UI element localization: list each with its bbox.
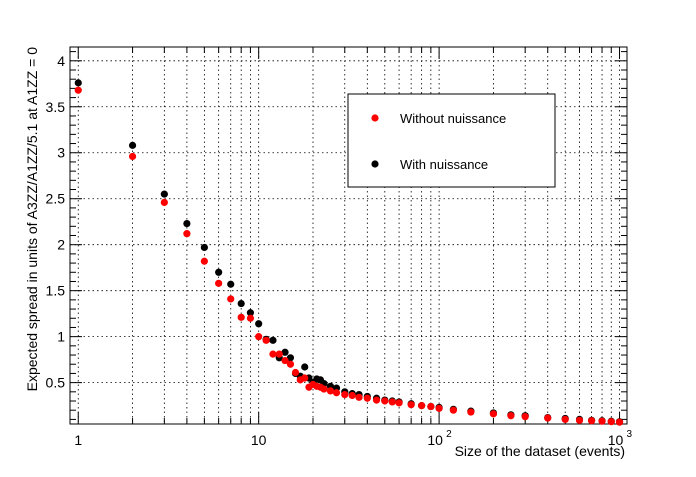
data-point-without-nuissance	[598, 417, 606, 425]
data-point-without-nuissance	[544, 414, 552, 422]
data-point-without-nuissance	[74, 86, 82, 94]
data-point-without-nuissance	[467, 408, 475, 416]
y-tick-label: 0.5	[46, 375, 66, 391]
x-tick-label: 10	[251, 432, 267, 448]
legend-box	[347, 93, 556, 188]
data-point-without-nuissance	[435, 404, 443, 412]
data-points	[74, 79, 624, 426]
data-point-without-nuissance	[489, 410, 498, 418]
x-tick-label: 10	[427, 432, 443, 448]
data-point-without-nuissance	[507, 412, 515, 420]
data-point-with-nuissance	[286, 354, 295, 362]
data-point-without-nuissance	[348, 391, 356, 400]
data-point-without-nuissance	[372, 396, 381, 404]
data-point-without-nuissance	[575, 416, 584, 424]
x-tick-label-exponent: 3	[627, 429, 633, 440]
data-point-without-nuissance	[128, 152, 137, 161]
data-point-without-nuissance	[275, 350, 283, 358]
data-point-with-nuissance	[215, 268, 223, 276]
x-tick-label: 1	[74, 432, 82, 448]
data-point-without-nuissance	[418, 402, 426, 410]
data-point-without-nuissance	[320, 385, 328, 393]
data-point-without-nuissance	[355, 393, 363, 401]
data-point-without-nuissance	[615, 418, 624, 426]
data-point-without-nuissance	[381, 397, 389, 405]
data-point-with-nuissance	[255, 320, 263, 328]
data-point-with-nuissance	[183, 219, 191, 228]
y-tick-label: 3.5	[46, 99, 66, 115]
data-point-without-nuissance	[407, 401, 415, 409]
data-point-with-nuissance	[237, 299, 245, 308]
legend-marker-without-nuissance	[371, 114, 379, 122]
data-point-with-nuissance	[128, 141, 137, 149]
data-point-with-nuissance	[227, 280, 235, 288]
data-point-without-nuissance	[326, 387, 335, 395]
data-point-without-nuissance	[286, 360, 295, 368]
data-point-without-nuissance	[607, 418, 615, 426]
x-tick-label-exponent: 2	[446, 429, 452, 440]
data-point-without-nuissance	[449, 406, 457, 414]
data-point-without-nuissance	[332, 389, 341, 397]
data-point-with-nuissance	[301, 363, 309, 371]
x-axis-title: Size of the dataset (events)	[455, 443, 625, 459]
legend-label-with-nuissance: With nuissance	[400, 157, 488, 172]
y-tick-label: 3	[57, 145, 65, 161]
legend-marker-with-nuissance	[371, 160, 379, 168]
data-point-without-nuissance	[183, 230, 191, 238]
data-point-without-nuissance	[281, 356, 289, 365]
y-tick-label: 2.5	[46, 191, 66, 207]
data-point-without-nuissance	[262, 336, 270, 344]
y-tick-label: 4	[57, 53, 65, 69]
data-point-without-nuissance	[561, 415, 569, 424]
data-point-without-nuissance	[269, 350, 277, 358]
data-point-without-nuissance	[521, 413, 529, 421]
y-tick-label: 1	[57, 329, 65, 345]
data-point-without-nuissance	[427, 402, 435, 411]
data-point-with-nuissance	[269, 336, 277, 344]
y-tick-label: 1.5	[46, 283, 66, 299]
data-point-without-nuissance	[160, 198, 168, 206]
data-point-with-nuissance	[74, 79, 82, 87]
legend-label-without-nuissance: Without nuissance	[400, 111, 506, 126]
tick-labels: 1 10 10 2 10 30.511.522.533.54	[46, 53, 633, 448]
data-point-with-nuissance	[160, 190, 168, 198]
data-point-without-nuissance	[388, 398, 396, 406]
data-point-with-nuissance	[246, 309, 255, 317]
data-point-without-nuissance	[291, 368, 300, 377]
data-point-without-nuissance	[395, 399, 403, 407]
data-point-with-nuissance	[200, 243, 208, 252]
data-point-without-nuissance	[255, 333, 263, 341]
data-point-without-nuissance	[200, 257, 208, 265]
data-point-without-nuissance	[341, 390, 349, 399]
data-point-without-nuissance	[363, 394, 371, 402]
y-tick-label: 2	[57, 237, 65, 253]
x-tick-label: 10	[608, 432, 624, 448]
data-point-without-nuissance	[246, 314, 255, 322]
legend: Without nuissance With nuissance	[347, 93, 556, 188]
data-point-with-nuissance	[281, 348, 289, 356]
y-axis-title: Expected spread in units of A3ZZ/A1ZZ/5.…	[24, 47, 40, 392]
data-point-without-nuissance	[237, 313, 245, 321]
data-point-without-nuissance	[215, 279, 223, 287]
data-point-without-nuissance	[227, 295, 235, 303]
data-point-without-nuissance	[301, 374, 309, 382]
data-point-without-nuissance	[587, 417, 596, 425]
